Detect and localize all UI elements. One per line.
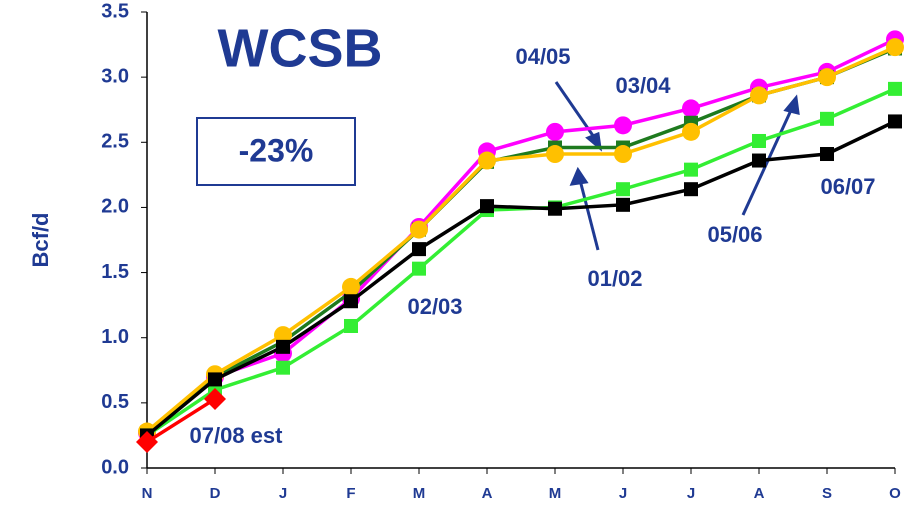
marker [480,199,494,214]
y-tick-label: 2.0 [101,196,129,218]
annotation: 01/02 [587,266,642,291]
marker [682,122,700,141]
x-tick-label: A [754,485,765,502]
marker [682,99,700,118]
marker [412,261,426,276]
marker [344,318,358,333]
marker [752,133,766,148]
marker [208,372,222,387]
series-line [146,397,216,444]
x-tick-label: J [687,485,695,502]
arrows [554,81,800,251]
marker [546,122,564,141]
y-tick-label: 3.5 [101,0,129,22]
marker [342,277,360,296]
y-axis-label: Bcf/d [28,213,53,268]
marker [136,430,158,453]
marker [614,116,632,135]
annotation: 03/04 [615,73,671,98]
annotation-box: -23% [239,132,314,168]
marker [548,201,562,216]
marker [818,68,836,87]
x-tick-label: M [549,485,562,502]
marker [410,220,428,239]
marker [888,114,902,129]
marker [886,38,904,57]
series-line [145,119,896,437]
marker [684,162,698,177]
marker [344,294,358,309]
y-tick-label: 0.0 [101,456,129,478]
marker [820,147,834,162]
chart-title: WCSB [218,18,383,78]
annotation: 07/08 est [190,423,284,448]
marker [750,86,768,105]
marker [752,153,766,168]
x-tick-label: S [822,485,832,502]
y-tick-label: 1.5 [101,261,129,283]
y-tick-label: 1.0 [101,326,129,348]
series-line [145,45,896,433]
x-tick-label: J [619,485,627,502]
x-tick-label: N [142,485,153,502]
x-tick-label: J [279,485,287,502]
x-tick-label: A [482,485,493,502]
y-tick-label: 2.5 [101,131,129,153]
annotation: 02/03 [407,294,462,319]
marker [204,387,226,410]
x-tick-label: D [210,485,221,502]
series-line [145,37,896,435]
y-tick-label: 3.0 [101,65,129,87]
marker [412,242,426,257]
marker [614,145,632,164]
x-tick-label: O [889,485,901,502]
marker [616,197,630,212]
x-tick-label: F [346,485,355,502]
annotation: 04/05 [515,44,570,69]
marker [546,145,564,164]
x-tick-label: M [413,485,426,502]
marker [276,339,290,354]
marker [478,151,496,170]
annotation: 05/06 [707,222,762,247]
annotation-frame [196,117,356,186]
marker [276,360,290,375]
marker [616,182,630,197]
marker [274,326,292,345]
marker [888,81,902,96]
marker [684,182,698,197]
marker [820,111,834,126]
y-tick-label: 0.5 [101,391,129,413]
annotation: 06/07 [820,174,875,199]
